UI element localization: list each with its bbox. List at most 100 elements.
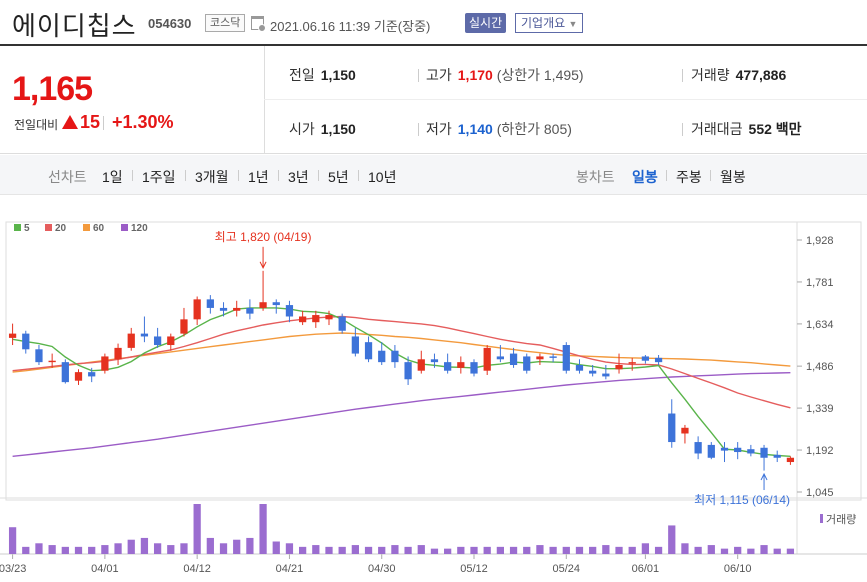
ma-legend-label: 5: [24, 223, 30, 234]
candle-body: [378, 350, 386, 363]
candle-body: [272, 302, 280, 306]
candle-monthly[interactable]: 월봉: [720, 169, 746, 185]
volume-bar: [22, 546, 30, 554]
low-annotation: 최저 1,115 (06/14): [694, 493, 790, 507]
period-divider: [710, 170, 711, 181]
ma-legend-label: 20: [55, 223, 67, 234]
quote-datetime: 2021.06.16 11:39 기준(장중): [270, 19, 431, 34]
volume-bar: [773, 548, 781, 554]
period-5y[interactable]: 5년: [328, 169, 349, 185]
volume-bar: [272, 541, 280, 554]
cell-divider: [418, 123, 419, 136]
price-change-percent: +1.30%: [112, 112, 174, 132]
period-divider: [358, 170, 359, 181]
cell-divider: [682, 69, 683, 82]
volume-bar: [114, 543, 122, 554]
candle-body: [734, 447, 742, 453]
candle-body: [180, 319, 188, 334]
realtime-button[interactable]: 실시간: [465, 13, 507, 33]
period-3y[interactable]: 3년: [288, 169, 309, 185]
period-1y[interactable]: 1년: [248, 169, 269, 185]
period-divider: [278, 170, 279, 181]
candle-body: [457, 362, 465, 368]
candle-body: [562, 345, 570, 371]
volume-bar: [167, 545, 175, 554]
period-3m[interactable]: 3개월: [195, 169, 229, 185]
period-10y[interactable]: 10년: [368, 169, 397, 185]
candle-chart-title: 봉차트: [576, 169, 615, 185]
volume-bar: [259, 504, 267, 554]
candle-body: [74, 372, 83, 381]
volume-bar: [430, 548, 439, 554]
cell-divider: [418, 69, 419, 82]
candle-body: [707, 444, 715, 458]
candle-body: [114, 347, 122, 360]
candle-body: [101, 356, 109, 371]
y-tick-label: 1,339: [806, 403, 834, 415]
volume-bar: [325, 546, 333, 554]
stock-name: 에이디칩스: [12, 11, 137, 41]
volume-bar: [88, 546, 96, 554]
period-1w[interactable]: 1주일: [142, 169, 176, 185]
period-1d[interactable]: 1일: [102, 169, 123, 185]
low-arrow-head: [760, 472, 768, 481]
candle-body: [496, 356, 505, 360]
y-tick-label: 1,928: [806, 235, 834, 247]
volume-bar: [35, 543, 43, 554]
high-value: 1,170: [457, 67, 493, 83]
volume-label: 거래량: [691, 67, 730, 83]
volume-bar: [285, 543, 294, 554]
candle-body: [760, 447, 768, 458]
volume-bar: [483, 546, 491, 554]
volume-bar: [312, 545, 320, 554]
market-badge: 코스닥: [205, 14, 246, 32]
volume-bar: [575, 546, 584, 554]
candle-body: [246, 307, 254, 314]
volume-bar: [246, 537, 254, 554]
volume-bar: [378, 546, 386, 554]
candle-body: [430, 359, 439, 363]
candle-body: [523, 356, 531, 371]
volume-bar: [720, 548, 729, 554]
volume-bar: [206, 537, 214, 554]
prev-close: 전일 1,150: [289, 65, 356, 85]
ma-legend-label: 60: [93, 223, 105, 234]
period-divider: [132, 170, 133, 181]
y-tick-label: 1,781: [806, 277, 834, 289]
candle-body: [338, 316, 346, 331]
line-chart-title: 선차트: [48, 169, 87, 185]
change-label: 전일대비: [14, 118, 59, 132]
candle-body: [720, 447, 729, 451]
candle-body: [483, 347, 491, 371]
candle-body: [153, 336, 162, 346]
candle-body: [668, 413, 676, 443]
period-divider: [666, 170, 667, 181]
volume-bar: [760, 545, 768, 554]
x-tick-label: 05/12: [460, 563, 488, 575]
candle-body: [628, 362, 636, 364]
current-price: 1,165: [12, 70, 93, 108]
candle-body: [575, 365, 584, 371]
header-divider: [0, 44, 867, 46]
chevron-down-icon: ▼: [568, 19, 578, 29]
volume-bar: [298, 546, 307, 554]
volume: 거래량 477,886: [691, 65, 786, 85]
candle-body: [206, 299, 214, 308]
candle-daily[interactable]: 일봉: [632, 169, 658, 185]
ma-legend-swatch: [14, 224, 21, 231]
volume-bar: [694, 546, 702, 554]
candle-body: [641, 356, 650, 361]
stock-chart: 1,928 1,781 1,634 1,486 1,339 1,192 1,045 03/23…: [0, 221, 867, 575]
x-tick-label: 04/01: [91, 563, 119, 575]
summary-row-divider: [264, 99, 867, 100]
company-info-label: 기업개요: [521, 16, 566, 30]
volume-bar: [641, 543, 650, 554]
candle-body: [140, 333, 149, 337]
open-value: 1,150: [320, 121, 356, 137]
company-info-dropdown[interactable]: 기업개요 ▼: [515, 13, 584, 33]
lower-limit: (하한가 805): [496, 121, 572, 137]
volume-bar: [509, 546, 518, 554]
volume-bar: [536, 545, 544, 554]
volume-bar: [233, 539, 241, 554]
candle-weekly[interactable]: 주봉: [676, 169, 702, 185]
